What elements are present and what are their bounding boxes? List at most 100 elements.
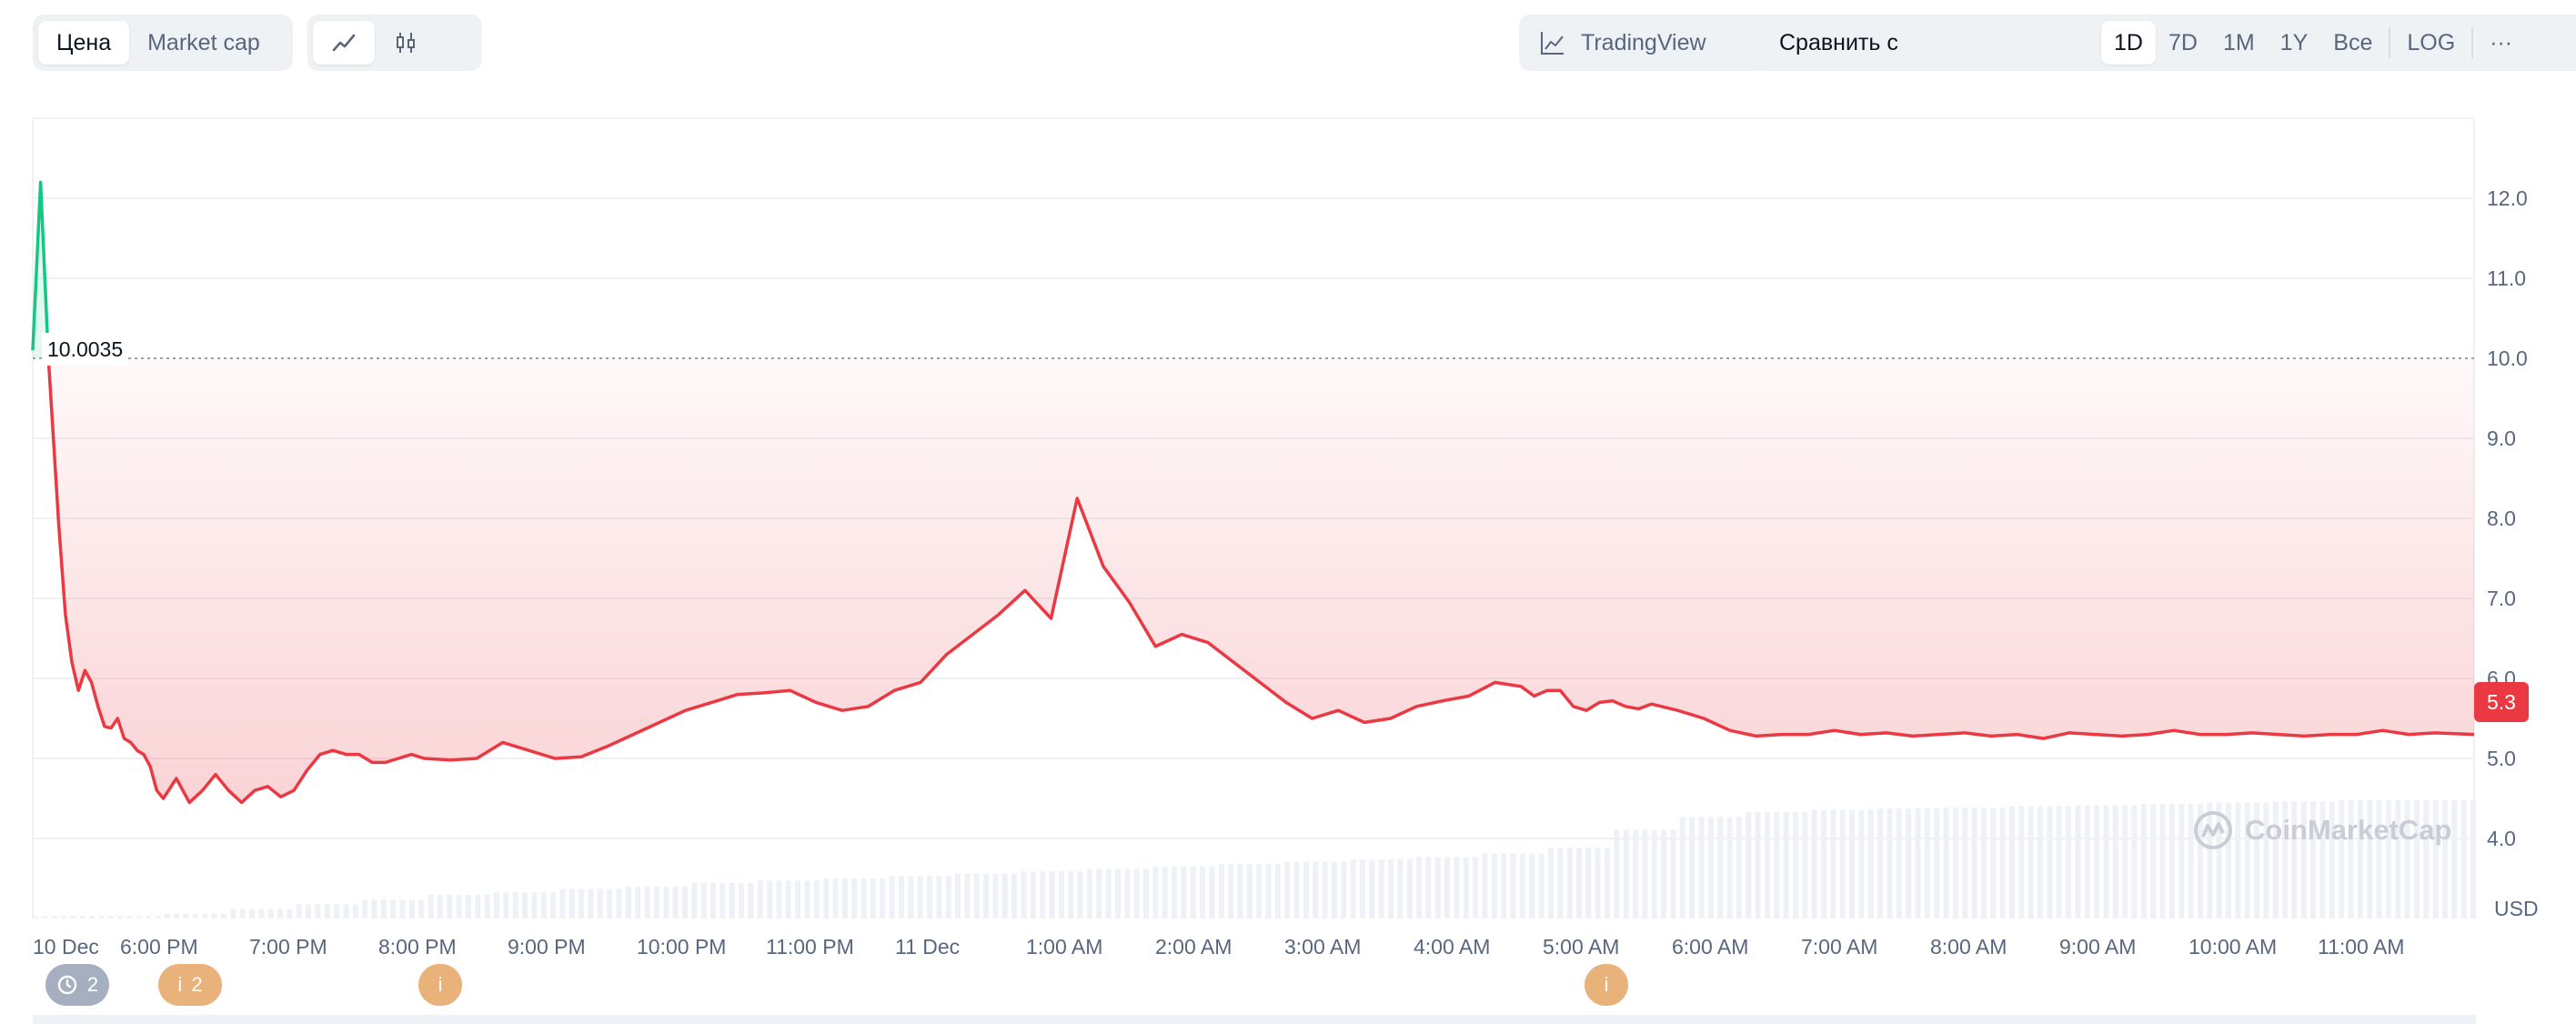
volume-bar xyxy=(625,886,631,919)
x-tick-label: 8:00 AM xyxy=(1930,935,2007,959)
volume-bar xyxy=(1689,817,1696,919)
volume-bar xyxy=(1999,807,2006,919)
volume-bar xyxy=(447,895,453,919)
range-1d[interactable]: 1D xyxy=(2101,21,2156,65)
range-1y[interactable]: 1Y xyxy=(2279,29,2309,55)
range-1m[interactable]: 1M xyxy=(2222,29,2255,55)
volume-bar xyxy=(334,904,340,919)
volume-bar xyxy=(484,895,490,919)
volume-bar xyxy=(804,880,810,919)
volume-bar xyxy=(917,876,923,919)
volume-bar xyxy=(1482,853,1488,919)
volume-bar xyxy=(1906,808,1912,919)
price-line-down xyxy=(46,357,2475,805)
tab-price[interactable]: Цена xyxy=(38,21,130,65)
volume-bar xyxy=(1990,807,1997,919)
volume-bar xyxy=(296,904,302,919)
volume-bar xyxy=(1915,808,1921,919)
volume-bar xyxy=(1237,864,1243,919)
volume-bar xyxy=(1228,864,1234,919)
volume-bar xyxy=(183,913,189,919)
history-marker[interactable]: 2 xyxy=(45,964,109,1006)
time-range-selector: 1D 7D 1M 1Y Все LOG ··· xyxy=(2096,15,2576,71)
info-icon: i xyxy=(438,973,443,996)
reference-price-label: 10.0035 xyxy=(42,333,129,366)
event-marker[interactable]: i xyxy=(418,964,462,1006)
volume-bar xyxy=(2244,802,2250,919)
log-scale-button[interactable]: LOG xyxy=(2407,29,2456,55)
x-tick-label: 1:00 AM xyxy=(1026,935,1102,959)
x-tick-label: 11:00 AM xyxy=(2318,935,2404,959)
volume-bar xyxy=(1726,817,1733,919)
volume-bar xyxy=(1274,864,1281,919)
volume-bar xyxy=(700,883,707,919)
volume-bar xyxy=(428,895,434,919)
compare-label: Сравнить с xyxy=(1779,29,1898,55)
volume-bar xyxy=(51,916,57,919)
volume-bar xyxy=(1538,853,1545,919)
tradingview-button[interactable]: TradingView xyxy=(1524,21,1721,65)
coinmarketcap-watermark: CoinMarketCap xyxy=(2192,809,2451,851)
event-marker[interactable]: i xyxy=(1585,964,1628,1006)
volume-bar xyxy=(889,876,895,919)
volume-bar xyxy=(776,880,782,919)
candlestick-button[interactable] xyxy=(375,21,437,65)
volume-bar xyxy=(1717,817,1724,919)
volume-bar xyxy=(1510,853,1516,919)
volume-bar xyxy=(512,892,518,919)
volume-bar xyxy=(155,916,161,919)
volume-bar xyxy=(1605,848,1611,919)
y-tick-label: 8.0 xyxy=(2487,507,2516,530)
volume-bar xyxy=(1190,866,1196,919)
volume-bar xyxy=(2395,800,2401,919)
event-marker[interactable]: i 2 xyxy=(158,964,222,1006)
coinmarketcap-logo-icon xyxy=(2194,811,2232,849)
volume-bar xyxy=(1359,859,1365,919)
volume-bar xyxy=(1839,809,1846,919)
volume-bar xyxy=(2282,801,2289,919)
volume-bar xyxy=(1746,812,1752,919)
volume-bar xyxy=(315,904,321,919)
volume-bar xyxy=(2235,802,2241,919)
volume-bar xyxy=(2451,800,2458,919)
volume-bar xyxy=(352,904,358,919)
volume-bar xyxy=(220,913,226,919)
price-area xyxy=(33,182,2474,803)
volume-bar xyxy=(408,899,415,919)
volume-bar xyxy=(258,909,265,919)
volume-bar xyxy=(1406,859,1413,919)
volume-bar xyxy=(287,909,293,919)
range-all[interactable]: Все xyxy=(2333,29,2373,55)
volume-bar xyxy=(33,916,38,919)
range-7d[interactable]: 7D xyxy=(2168,29,2198,55)
volume-bar xyxy=(1350,859,1356,919)
volume-bar xyxy=(635,886,641,919)
volume-bar xyxy=(1284,861,1291,919)
volume-bar xyxy=(1030,871,1036,919)
volume-bar xyxy=(2329,801,2335,919)
volume-bar xyxy=(2263,802,2269,919)
volume-bar xyxy=(465,895,471,919)
volume-bar xyxy=(1867,809,1874,919)
volume-bar xyxy=(107,916,114,919)
chart-type-toggle: Цена Market cap xyxy=(33,15,293,71)
volume-bar xyxy=(2339,800,2345,919)
volume-bars xyxy=(33,800,2476,919)
x-tick-label: 10:00 PM xyxy=(637,935,726,959)
volume-bar xyxy=(1755,812,1761,919)
price-area-fill xyxy=(48,357,2474,803)
more-options-button[interactable]: ··· xyxy=(2490,29,2513,55)
line-chart-button[interactable] xyxy=(313,21,375,65)
volume-bar xyxy=(559,888,566,919)
volume-bar xyxy=(2460,800,2467,919)
volume-bar xyxy=(277,909,284,919)
volume-bar xyxy=(1049,871,1055,919)
volume-bar xyxy=(681,886,688,919)
volume-bar xyxy=(2122,805,2128,919)
volume-bar xyxy=(1858,809,1865,919)
volume-bar xyxy=(2291,801,2298,919)
tab-market-cap[interactable]: Market cap xyxy=(147,29,260,55)
volume-bar xyxy=(832,878,839,919)
